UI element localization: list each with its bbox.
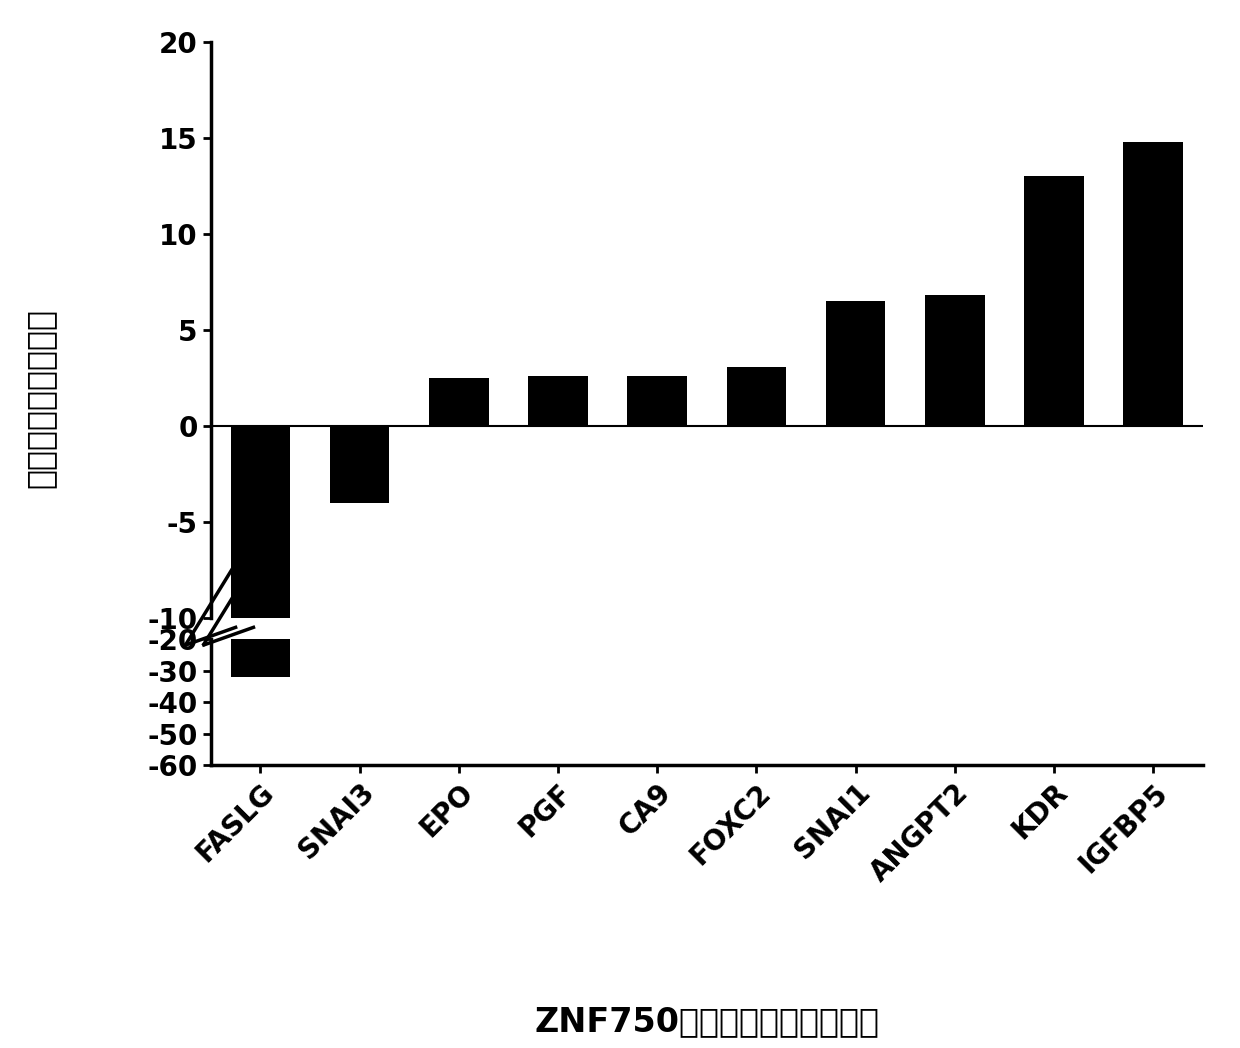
Bar <box>330 427 389 503</box>
Bar <box>429 378 489 427</box>
Bar <box>727 367 786 427</box>
Text: ZNF750可能的下游靶基因名称: ZNF750可能的下游靶基因名称 <box>534 1005 879 1039</box>
Bar <box>1123 141 1183 427</box>
Bar <box>627 376 687 427</box>
Bar <box>925 296 985 427</box>
Bar <box>528 376 588 427</box>
Bar <box>1024 176 1084 427</box>
Text: 基因表达量变化倍数: 基因表达量变化倍数 <box>24 308 56 488</box>
Bar <box>231 427 290 618</box>
Bar <box>826 301 885 427</box>
Bar <box>231 639 290 677</box>
